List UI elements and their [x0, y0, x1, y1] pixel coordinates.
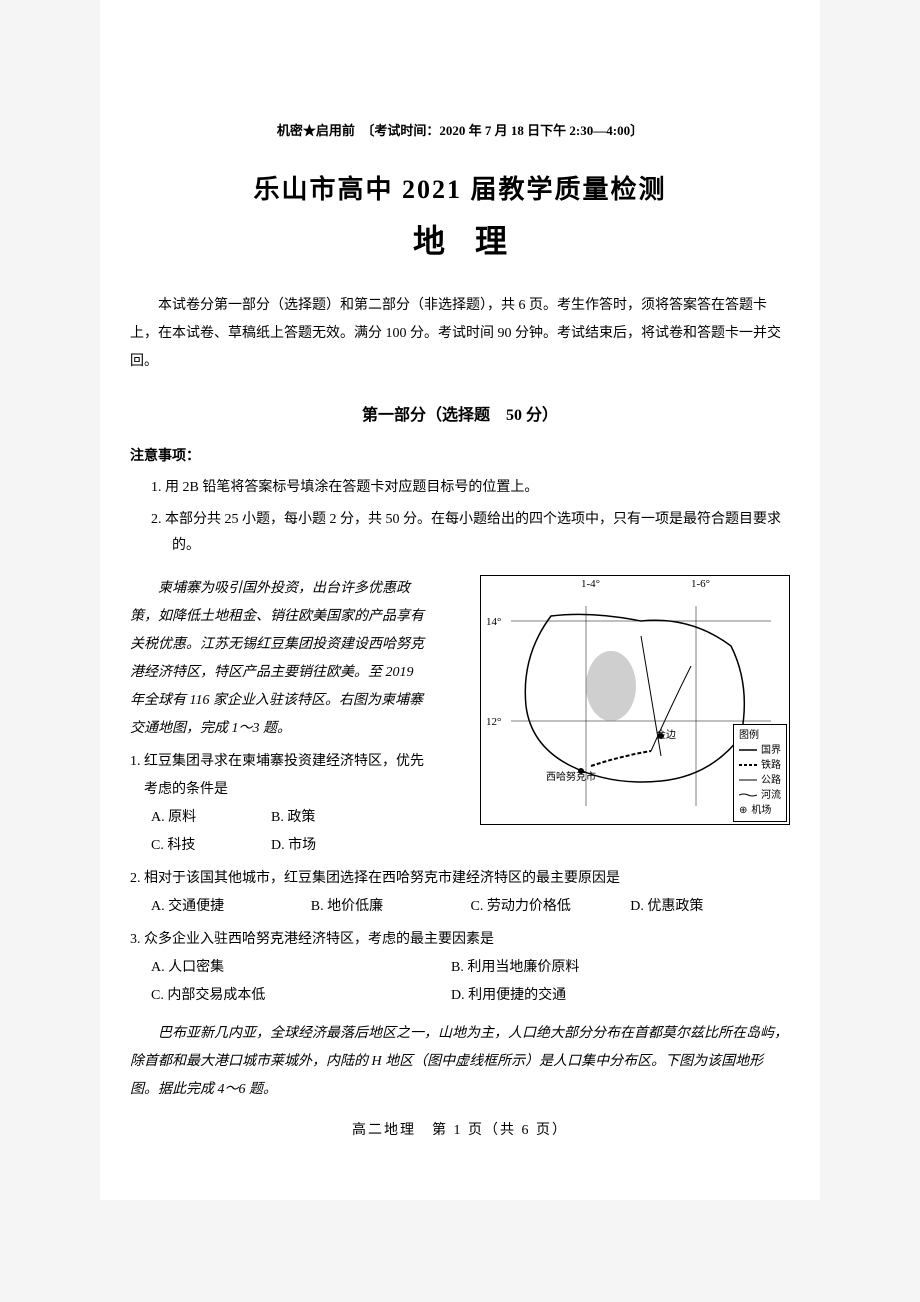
q2-option-c: C. 劳动力价格低 — [471, 893, 631, 921]
page-footer: 高二地理 第 1 页（共 6 页） — [130, 1119, 790, 1139]
passage-map-wrap: 柬埔寨为吸引国外投资，出台许多优惠政策，如降低土地租金、销往欧美国家的产品享有关… — [130, 575, 790, 860]
q1-option-b: B. 政策 — [271, 804, 391, 832]
map-lat-1: 14° — [486, 616, 501, 628]
legend-title: 图例 — [739, 728, 781, 743]
notice-item-2: 2. 本部分共 25 小题，每小题 2 分，共 50 分。在每小题给出的四个选项… — [130, 507, 790, 560]
legend-airport: ⊕ 机场 — [739, 803, 781, 818]
map-lon-2: 1-6° — [691, 578, 710, 590]
q2-option-d: D. 优惠政策 — [630, 893, 790, 921]
question-2: 2. 相对于该国其他城市，红豆集团选择在西哈努克市建经济特区的最主要原因是 A.… — [130, 865, 790, 921]
section-title: 第一部分（选择题 50 分） — [130, 401, 790, 425]
passage-2: 巴布亚新几内亚，全球经济最落后地区之一，山地为主，人口绝大部分分布在首都莫尔兹比… — [130, 1020, 790, 1104]
map-lon-1: 1-4° — [581, 578, 600, 590]
notice-item-1: 1. 用 2B 铅笔将答案标号填涂在答题卡对应题目标号的位置上。 — [130, 475, 790, 502]
q1-stem: 1. 红豆集团寻求在柬埔寨投资建经济特区，优先考虑的条件是 — [130, 748, 430, 804]
passage-1: 柬埔寨为吸引国外投资，出台许多优惠政策，如降低土地租金、销往欧美国家的产品享有关… — [130, 575, 430, 743]
legend-river: 河流 — [739, 788, 781, 803]
legend-road: 公路 — [739, 773, 781, 788]
q3-option-a: A. 人口密集 — [151, 954, 451, 982]
q1-option-c: C. 科技 — [151, 832, 271, 860]
cambodia-map: 1-4° 1-6° 14° 12° 金边 — [480, 575, 790, 825]
legend-border: 国界 — [739, 743, 781, 758]
map-legend: 图例 国界 铁路 公路 河流 — [733, 724, 787, 822]
q1-option-d: D. 市场 — [271, 832, 391, 860]
map-lat-2: 12° — [486, 716, 501, 728]
q3-option-c: C. 内部交易成本低 — [151, 982, 451, 1010]
q3-option-b: B. 利用当地廉价原料 — [451, 954, 751, 982]
intro-text: 本试卷分第一部分（选择题）和第二部分（非选择题），共 6 页。考生作答时，须将答… — [130, 292, 790, 376]
q2-stem: 2. 相对于该国其他城市，红豆集团选择在西哈努克市建经济特区的最主要原因是 — [130, 865, 790, 893]
q2-option-a: A. 交通便捷 — [151, 893, 311, 921]
subject-title: 地理 — [130, 216, 790, 262]
map-city-2: 西哈努克市 — [546, 768, 596, 783]
q3-option-d: D. 利用便捷的交通 — [451, 982, 751, 1010]
q1-option-a: A. 原料 — [151, 804, 271, 832]
exam-title: 乐山市高中 2021 届教学质量检测 — [130, 169, 790, 206]
confidential-header: 机密★启用前 〔考试时间：2020 年 7 月 18 日下午 2:30—4:00… — [130, 120, 790, 139]
question-3: 3. 众多企业入驻西哈努克港经济特区，考虑的最主要因素是 A. 人口密集 B. … — [130, 926, 790, 1010]
legend-rail: 铁路 — [739, 758, 781, 773]
q2-option-b: B. 地价低廉 — [311, 893, 471, 921]
map-city-1: 金边 — [656, 726, 676, 741]
notice-title: 注意事项： — [130, 445, 790, 465]
q3-stem: 3. 众多企业入驻西哈努克港经济特区，考虑的最主要因素是 — [130, 926, 790, 954]
exam-page: 机密★启用前 〔考试时间：2020 年 7 月 18 日下午 2:30—4:00… — [100, 0, 820, 1200]
